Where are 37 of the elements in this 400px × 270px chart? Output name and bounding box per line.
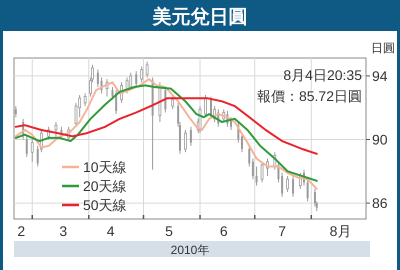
x-tick-label: 5: [165, 223, 174, 239]
candlestick: [314, 188, 316, 207]
x-tick-label: 7: [278, 223, 286, 239]
candlestick: [135, 70, 138, 88]
y-tick-label: 86: [372, 195, 388, 212]
legend-label: 50天線: [83, 197, 127, 213]
candlestick: [184, 129, 187, 153]
candlestick: [96, 69, 99, 88]
candlestick: [26, 136, 28, 158]
y-tick-label: 94: [372, 68, 388, 84]
candlestick: [54, 122, 58, 140]
candlestick: [230, 116, 232, 130]
legend-label: 20天線: [83, 178, 127, 194]
candlestick: [306, 178, 309, 202]
candlestick: [204, 94, 207, 118]
x-tick-label: 3: [59, 223, 68, 239]
chart-title: 美元兌日圓: [152, 6, 248, 28]
candlestick: [286, 176, 289, 192]
candlestick: [260, 161, 264, 183]
candlestick: [14, 106, 17, 118]
candlestick: [292, 176, 294, 198]
x-tick-label: 2: [17, 223, 26, 239]
x-tick-label: 6: [220, 223, 228, 239]
candlestick: [190, 126, 192, 146]
y-tick-label: 90: [372, 132, 388, 148]
annotation: 報價：85.72日圓: [256, 88, 362, 104]
candlestick: [171, 96, 174, 110]
annotation: 8月4日20:35: [283, 67, 362, 83]
candlestick: [146, 61, 149, 78]
y-axis-title: 日圓: [371, 41, 395, 55]
candlestick: [84, 92, 87, 107]
x-tick-label: 8月: [330, 223, 352, 239]
candlestick: [140, 66, 144, 83]
x-axis-title: 2010年: [170, 243, 210, 257]
x-tick-label: 4: [106, 223, 115, 239]
legend-label: 10天線: [83, 159, 127, 175]
candlestick: [256, 166, 258, 186]
